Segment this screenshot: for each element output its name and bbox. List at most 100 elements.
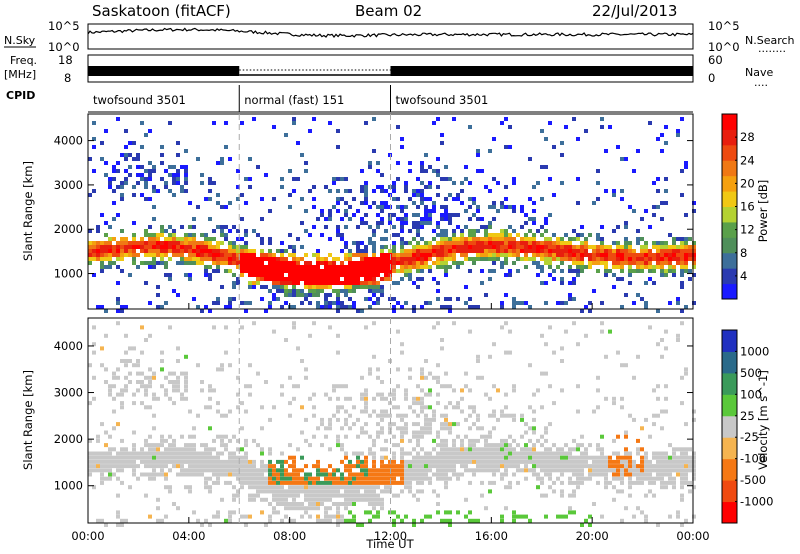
- power-cell: [436, 245, 440, 249]
- velocity-cell: [532, 392, 536, 397]
- power-cell: [428, 217, 432, 221]
- power-cell: [124, 157, 128, 161]
- velocity-cell: [660, 451, 664, 456]
- velocity-cell: [528, 363, 532, 368]
- colorbar-swatch: [722, 206, 737, 223]
- velocity-cell: [92, 325, 96, 330]
- power-cell: [488, 233, 492, 237]
- velocity-cell: [396, 472, 400, 477]
- velocity-cell: [360, 464, 364, 469]
- power-cell: [240, 257, 244, 261]
- velocity-cell: [684, 480, 688, 485]
- power-cell: [296, 265, 300, 269]
- velocity-cell: [208, 396, 212, 401]
- power-cell: [624, 261, 628, 265]
- power-cell: [644, 253, 648, 257]
- velocity-cell: [496, 464, 500, 469]
- power-cell: [540, 225, 544, 229]
- velocity-cell: [92, 451, 96, 456]
- power-cell: [256, 281, 260, 285]
- velocity-cell: [420, 464, 424, 469]
- power-cell: [676, 301, 680, 305]
- velocity-cell: [648, 472, 652, 477]
- power-cell: [596, 181, 600, 185]
- power-cell: [356, 281, 360, 285]
- velocity-cell: [364, 485, 368, 490]
- power-cell: [320, 289, 324, 293]
- colorbar-swatch: [722, 129, 737, 146]
- power-cell: [416, 225, 420, 229]
- power-cell: [144, 281, 148, 285]
- power-cell: [400, 229, 404, 233]
- power-cell: [312, 117, 316, 121]
- power-cell: [160, 241, 164, 245]
- power-cell: [392, 257, 396, 261]
- y-tick-label: 1000: [54, 267, 83, 281]
- velocity-cell: [512, 447, 516, 452]
- power-cell: [220, 161, 224, 165]
- velocity-cell: [144, 464, 148, 469]
- velocity-cell: [288, 506, 292, 511]
- velocity-cell: [624, 430, 628, 435]
- velocity-cell: [180, 396, 184, 401]
- velocity-cell: [168, 451, 172, 456]
- velocity-cell: [328, 426, 332, 431]
- power-cell: [88, 245, 92, 249]
- velocity-cell: [504, 472, 508, 477]
- velocity-cell: [192, 464, 196, 469]
- velocity-cell: [520, 514, 524, 519]
- power-cell: [328, 261, 332, 265]
- power-cell: [168, 257, 172, 261]
- velocity-cell: [664, 459, 668, 464]
- power-cell: [320, 209, 324, 213]
- velocity-cell: [500, 518, 504, 523]
- power-cell: [476, 257, 480, 261]
- power-cell: [348, 289, 352, 293]
- velocity-cell: [312, 434, 316, 439]
- velocity-cell: [476, 354, 480, 359]
- power-cell: [520, 257, 524, 261]
- velocity-cell: [508, 455, 512, 460]
- velocity-cell: [292, 497, 296, 502]
- velocity-cell: [128, 459, 132, 464]
- velocity-cell: [148, 455, 152, 460]
- power-cell: [372, 269, 376, 273]
- velocity-cell: [444, 510, 448, 515]
- power-cell: [272, 281, 276, 285]
- power-cell: [116, 161, 120, 165]
- power-cell: [560, 301, 564, 305]
- power-cell: [308, 289, 312, 293]
- power-cell: [288, 289, 292, 293]
- power-cell: [668, 245, 672, 249]
- velocity-cell: [372, 451, 376, 456]
- velocity-cell: [356, 455, 360, 460]
- velocity-cell: [280, 451, 284, 456]
- velocity-cell: [460, 464, 464, 469]
- velocity-cell: [92, 342, 96, 347]
- velocity-cell: [244, 384, 248, 389]
- velocity-cell: [244, 455, 248, 460]
- power-cell: [96, 305, 100, 309]
- velocity-cell: [336, 409, 340, 414]
- power-cell: [636, 269, 640, 273]
- velocity-cell: [356, 476, 360, 481]
- power-cell: [116, 257, 120, 261]
- velocity-cell: [120, 459, 124, 464]
- power-cell: [316, 305, 320, 309]
- power-cell: [108, 249, 112, 253]
- power-cell: [216, 257, 220, 261]
- velocity-cell: [180, 468, 184, 473]
- power-cell: [692, 209, 696, 213]
- power-cell: [396, 217, 400, 221]
- velocity-cell: [116, 375, 120, 380]
- cpid-row: twofsound 3501 normal (fast) 151 twofsound…: [93, 85, 488, 112]
- velocity-cell: [396, 443, 400, 448]
- power-cell: [156, 261, 160, 265]
- power-cell: [512, 177, 516, 181]
- power-cell: [216, 241, 220, 245]
- velocity-cell: [220, 443, 224, 448]
- velocity-cell: [580, 523, 584, 527]
- power-cell: [240, 217, 244, 221]
- colorbar-swatch: [722, 144, 737, 161]
- velocity-cell: [328, 506, 332, 511]
